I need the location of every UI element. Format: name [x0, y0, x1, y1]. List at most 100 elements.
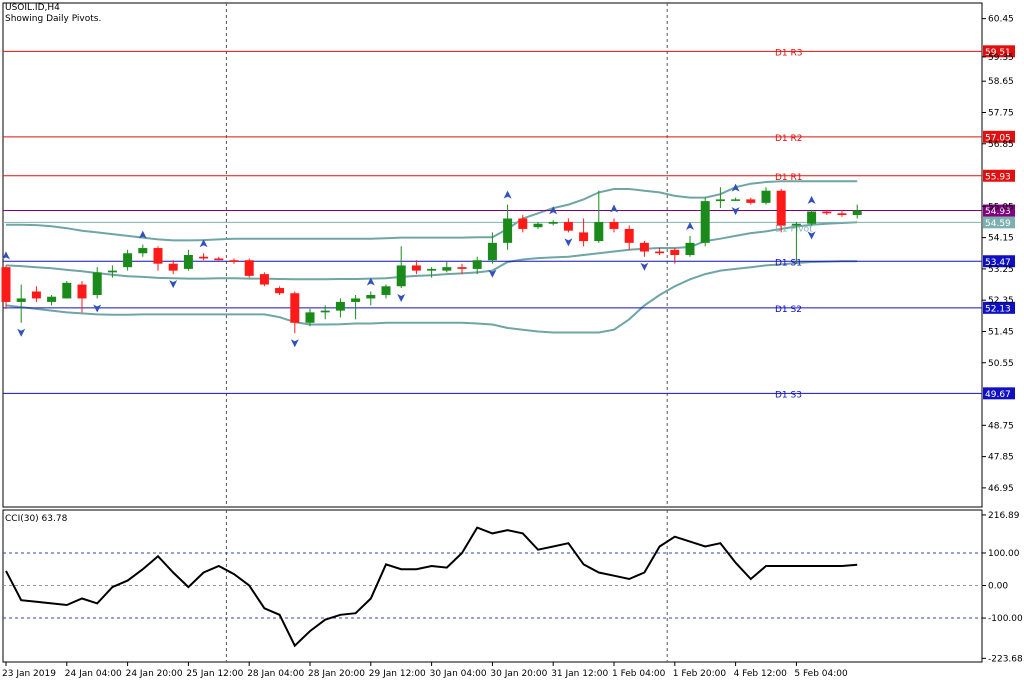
- fractal-up-arrow-icon: [731, 183, 740, 192]
- pivot-level-label: D1 S1: [775, 258, 802, 268]
- candle-body: [305, 312, 315, 323]
- pivot-price-tag: [983, 387, 1015, 400]
- candle-body: [335, 301, 345, 311]
- cci-tick-label: 216.89: [988, 511, 1020, 521]
- candle-body: [700, 201, 710, 243]
- fractal-down-arrow-icon: [807, 231, 816, 240]
- candle-body: [609, 221, 619, 229]
- pivot-level-label: D1 R1: [775, 173, 803, 183]
- candle: [138, 244, 148, 257]
- time-tick-label: 30 Jan 04:00: [430, 669, 487, 679]
- candle-body: [214, 258, 224, 261]
- candle-body: [396, 265, 406, 287]
- fractal-up-arrow-icon: [199, 239, 208, 248]
- candle-body: [533, 223, 543, 228]
- fractal-up-arrow-icon: [366, 277, 375, 286]
- candle: [77, 281, 87, 313]
- candle-body: [685, 242, 695, 255]
- candle: [624, 225, 634, 250]
- candle: [290, 291, 300, 334]
- pivot-level-label: D1 S2: [775, 305, 802, 315]
- candle: [199, 253, 209, 261]
- candle-body: [563, 221, 573, 231]
- candle: [183, 249, 193, 271]
- candle-body: [107, 270, 117, 273]
- candle: [16, 284, 26, 323]
- candle: [305, 308, 315, 327]
- candle-body: [199, 256, 209, 259]
- candle: [411, 260, 421, 275]
- time-tick-label: 23 Jan 2019: [2, 669, 56, 679]
- price-panel-frame: [2, 2, 983, 508]
- candle-body: [320, 310, 330, 313]
- price-tick-label: 55.05: [988, 202, 1014, 212]
- band-lower: [5, 260, 858, 334]
- price-tick-label: 54.15: [988, 234, 1014, 244]
- candle: [670, 248, 680, 264]
- price-tick-label: 56.85: [988, 140, 1014, 150]
- candle-body: [259, 274, 269, 285]
- candle-body: [791, 223, 801, 226]
- candle: [487, 232, 497, 264]
- candle-body: [1, 267, 11, 302]
- candle: [700, 197, 710, 247]
- candle: [563, 218, 573, 233]
- candle: [168, 260, 178, 275]
- price-tick-label: 53.25: [988, 265, 1014, 275]
- time-tick-label: 28 Jan 20:00: [308, 669, 365, 679]
- price-tick-label: 60.45: [988, 15, 1014, 25]
- candle: [442, 261, 452, 273]
- candle: [1, 265, 11, 309]
- fractal-up-arrow-icon: [610, 204, 618, 213]
- candle-body: [290, 293, 300, 323]
- fractal-down-arrow-icon: [17, 328, 26, 337]
- pivot-price-tag: [983, 45, 1015, 58]
- candle: [107, 265, 117, 278]
- candle-body: [776, 190, 786, 226]
- candle-body: [639, 242, 649, 252]
- candle: [381, 284, 391, 299]
- fractal-up-arrow-icon: [686, 221, 694, 230]
- candle-body: [442, 267, 452, 271]
- candle-body: [655, 251, 665, 254]
- cci-tick-label: -100.00: [988, 614, 1023, 624]
- candle: [31, 286, 41, 302]
- fractal-up-arrow-icon: [503, 190, 512, 199]
- pivot-level-label: D1 R2: [775, 134, 803, 144]
- candle-body: [852, 210, 862, 216]
- candle-body: [381, 286, 391, 295]
- time-tick-label: 4 Feb 12:00: [734, 669, 788, 679]
- pivot-level-label: D1 Pivot: [775, 224, 813, 234]
- candle: [822, 209, 832, 216]
- fractal-up-arrow-icon: [807, 195, 816, 204]
- candle: [153, 246, 163, 271]
- candle: [427, 267, 437, 278]
- fractal-down-arrow-icon: [640, 262, 649, 271]
- pivot-price-tag-text: 53.47: [985, 258, 1011, 268]
- candle-body: [16, 298, 26, 302]
- pivot-price-tag: [983, 301, 1015, 314]
- candle-body: [457, 267, 467, 269]
- price-tick-label: 57.75: [988, 108, 1014, 118]
- candle: [852, 204, 862, 219]
- pivot-price-tag: [983, 255, 1015, 268]
- candle-body: [487, 242, 497, 261]
- pivot-price-tag-text: 59.51: [985, 48, 1011, 58]
- candle: [837, 209, 847, 217]
- candle: [275, 286, 285, 295]
- candle: [320, 305, 330, 320]
- candle: [746, 197, 756, 205]
- candle-body: [472, 260, 482, 269]
- candle-body: [518, 218, 528, 229]
- time-tick-label: 24 Jan 20:00: [126, 669, 183, 679]
- candle-body: [77, 284, 87, 299]
- fractal-down-arrow-icon: [731, 207, 740, 216]
- candle: [351, 294, 361, 320]
- price-tick-label: 58.65: [988, 77, 1014, 87]
- candle: [761, 187, 771, 205]
- candle-body: [366, 294, 376, 299]
- time-tick-label: 30 Jan 20:00: [490, 669, 547, 679]
- pivot-price-tag-text: 57.05: [985, 133, 1011, 143]
